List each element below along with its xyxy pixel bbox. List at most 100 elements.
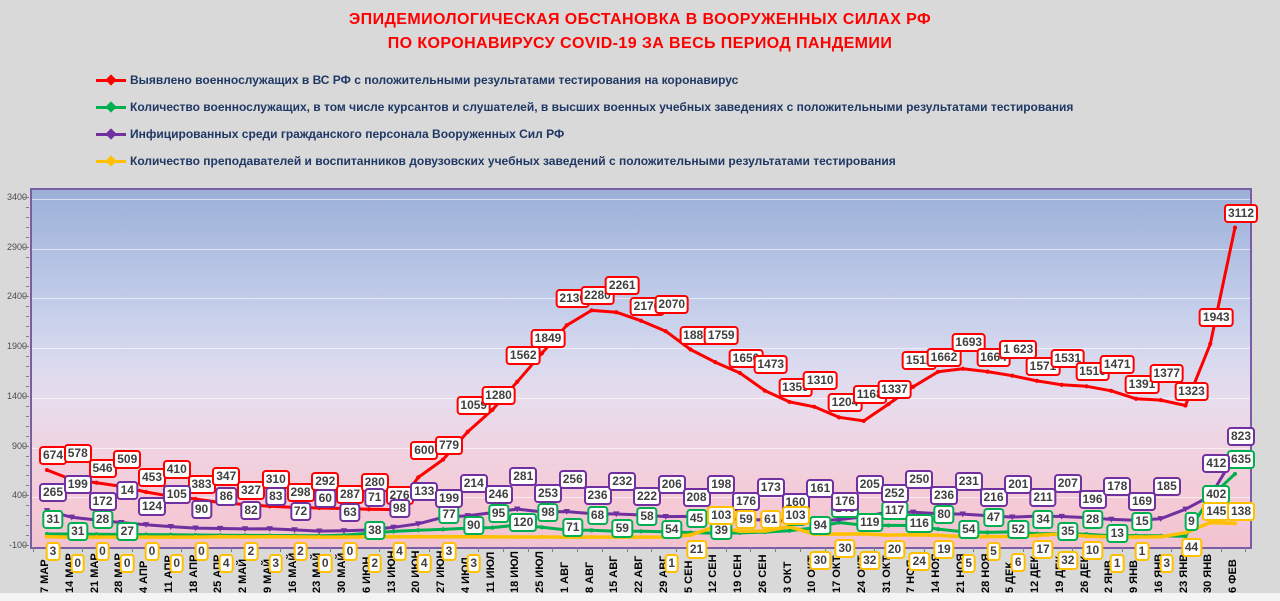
x-axis-tick: [1121, 547, 1123, 552]
data-label: 1323: [1174, 381, 1209, 401]
data-label: 3: [441, 541, 457, 561]
data-label: 347: [212, 466, 241, 486]
data-point-marker: [1232, 471, 1238, 477]
data-point-marker: [836, 531, 842, 537]
data-point-marker: [638, 529, 644, 534]
data-point-marker: [440, 534, 446, 539]
data-point-marker: [564, 323, 569, 328]
data-label: 31: [67, 521, 89, 541]
data-label: 2: [243, 541, 259, 561]
y-axis-minor-tick: [26, 266, 29, 268]
data-label: 253: [533, 483, 563, 503]
data-label: 1471: [1099, 354, 1135, 374]
data-label: 2070: [654, 295, 690, 315]
y-axis-tick-label: 2400: [6, 291, 27, 302]
data-point-marker: [391, 529, 396, 534]
chart-title-line2: ПО КОРОНАВИРУСУ COVID-19 ЗА ВЕСЬ ПЕРИОД …: [387, 35, 893, 52]
y-axis-major-tick: [23, 197, 29, 198]
data-label: 222: [632, 486, 662, 506]
data-label: 82: [240, 500, 262, 520]
data-point-marker: [94, 480, 99, 485]
data-label: 383: [187, 474, 216, 494]
data-label: 15: [1131, 511, 1153, 531]
data-point-marker: [935, 369, 941, 374]
data-label: 117: [880, 501, 909, 521]
data-point-marker: [1084, 533, 1089, 539]
x-axis-tick: [601, 547, 603, 552]
data-point-marker: [242, 534, 248, 539]
data-label: 44: [1180, 537, 1203, 557]
data-point-marker: [910, 509, 917, 516]
data-label: 6: [1010, 553, 1026, 573]
data-label: 95: [487, 503, 510, 523]
y-axis-minor-tick: [26, 385, 29, 387]
data-label: 71: [562, 517, 584, 537]
data-label: 5: [961, 553, 977, 573]
x-axis-tick: [824, 547, 826, 552]
data-point-marker: [662, 513, 669, 520]
data-point-marker: [440, 527, 446, 532]
data-label: 38: [364, 521, 386, 541]
legend-label: Количество преподавателей и воспитаннико…: [130, 153, 896, 168]
data-label: 124: [137, 496, 167, 516]
y-axis-major-tick: [23, 395, 29, 397]
data-point-marker: [663, 329, 668, 334]
x-axis-tick: [577, 547, 579, 552]
yellow-series-marker-icon: [96, 154, 126, 167]
x-axis-tick: [651, 547, 653, 552]
data-label: 3: [45, 541, 61, 561]
y-axis-minor-tick: [26, 236, 29, 238]
data-label: 54: [958, 519, 980, 539]
data-point-marker: [886, 523, 891, 528]
y-axis-tick-label: 1400: [6, 390, 27, 401]
data-label: 72: [289, 501, 312, 521]
data-label: 509: [113, 450, 142, 470]
data-label: 71: [364, 487, 386, 507]
data-point-marker: [192, 525, 199, 532]
legend-label: Количество военнослужащих, в том числе к…: [130, 99, 1074, 114]
data-label: 546: [88, 458, 117, 478]
bottom-strip: [0, 593, 1280, 601]
x-axis-tick: [552, 547, 554, 552]
x-axis-tick: [131, 547, 133, 552]
data-point-marker: [713, 360, 718, 365]
y-axis-minor-tick: [26, 415, 29, 417]
data-label: 216: [979, 487, 1008, 507]
data-label: 30: [834, 539, 856, 559]
x-axis-tick: [478, 547, 480, 552]
data-point-marker: [737, 529, 743, 534]
x-axis-date-label: 18 ИЮЛ: [509, 551, 522, 593]
data-label: 27: [116, 522, 138, 542]
data-point-marker: [68, 514, 75, 521]
data-label: 1662: [926, 347, 962, 367]
data-point-marker: [787, 528, 792, 533]
data-point-marker: [589, 534, 594, 540]
x-axis-tick: [676, 547, 678, 552]
data-point-marker: [886, 532, 891, 538]
data-label: 779: [434, 435, 464, 455]
x-axis-tick: [1245, 547, 1247, 552]
major-gridline: [32, 348, 1250, 350]
x-axis-tick: [1171, 547, 1173, 552]
data-point-marker: [316, 528, 323, 535]
y-axis-tick-label: 2900: [6, 241, 27, 252]
x-axis-tick: [799, 547, 801, 552]
data-label: 246: [484, 484, 513, 504]
data-point-marker: [688, 532, 693, 538]
x-axis-tick: [1220, 547, 1222, 552]
y-axis-minor-tick: [26, 435, 29, 437]
y-axis-minor-tick: [26, 226, 29, 228]
data-label: 119: [856, 513, 884, 533]
data-point-marker: [589, 528, 594, 533]
x-axis-date-label: 26 СЕН: [756, 554, 769, 593]
data-label: 86: [215, 486, 237, 506]
y-axis-minor-tick: [26, 256, 29, 258]
data-label: 231: [954, 472, 983, 492]
x-axis-date-label: 23 ЯНВ: [1177, 553, 1190, 593]
data-label: 250: [905, 470, 934, 490]
y-axis-tick-label: 400: [11, 490, 27, 501]
y-axis-minor-tick: [26, 286, 29, 288]
data-label: 68: [586, 506, 609, 526]
data-label: 9: [1184, 512, 1199, 532]
data-label: 1759: [703, 326, 739, 346]
